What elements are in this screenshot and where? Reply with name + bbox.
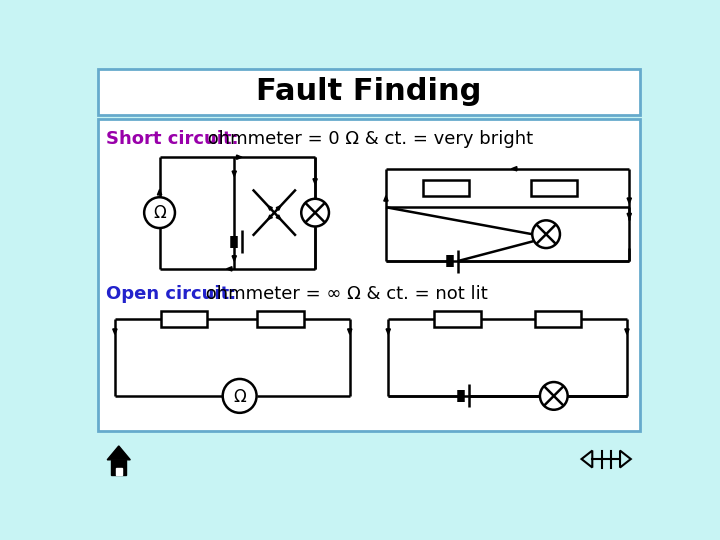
Bar: [434, 311, 481, 327]
Polygon shape: [232, 171, 236, 177]
Polygon shape: [384, 195, 388, 201]
Polygon shape: [313, 179, 318, 184]
Polygon shape: [627, 198, 631, 204]
Polygon shape: [107, 446, 130, 460]
Text: Ω: Ω: [233, 388, 246, 406]
Circle shape: [301, 199, 329, 226]
Polygon shape: [158, 190, 162, 195]
Circle shape: [144, 197, 175, 228]
Text: ohmmeter = 0 Ω & ct. = very bright: ohmmeter = 0 Ω & ct. = very bright: [202, 131, 533, 149]
FancyBboxPatch shape: [98, 119, 640, 430]
Bar: [531, 180, 577, 195]
Circle shape: [532, 220, 560, 248]
Polygon shape: [268, 206, 272, 210]
Polygon shape: [276, 215, 281, 220]
Polygon shape: [232, 256, 236, 261]
Circle shape: [222, 379, 256, 413]
Polygon shape: [348, 329, 352, 334]
Text: Fault Finding: Fault Finding: [256, 77, 482, 106]
Bar: [116, 468, 122, 475]
Polygon shape: [625, 329, 629, 334]
Bar: [161, 311, 207, 327]
Polygon shape: [268, 215, 272, 220]
Bar: [423, 180, 469, 195]
Polygon shape: [113, 329, 117, 334]
Bar: [111, 460, 127, 475]
Text: Ω: Ω: [153, 205, 166, 222]
Text: Short circuit:: Short circuit:: [106, 131, 238, 149]
Polygon shape: [227, 267, 232, 271]
Text: ohmmeter = ∞ Ω & ct. = not lit: ohmmeter = ∞ Ω & ct. = not lit: [199, 285, 487, 303]
Polygon shape: [511, 167, 517, 171]
Polygon shape: [276, 206, 281, 210]
Polygon shape: [237, 155, 242, 159]
FancyBboxPatch shape: [98, 69, 640, 115]
Bar: [257, 311, 304, 327]
Circle shape: [540, 382, 567, 410]
Polygon shape: [386, 329, 390, 334]
Bar: [534, 311, 581, 327]
Text: Open circuit:: Open circuit:: [106, 285, 236, 303]
Polygon shape: [627, 213, 631, 219]
